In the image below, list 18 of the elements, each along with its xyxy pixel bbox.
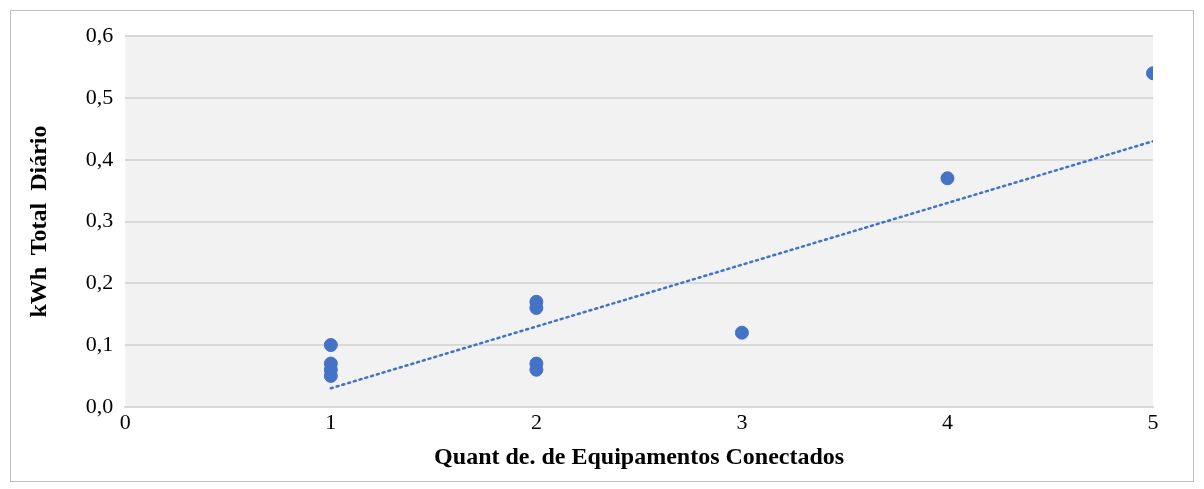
x-tick-label: 1 bbox=[325, 408, 337, 434]
y-tick-label: 0,6 bbox=[85, 21, 114, 47]
y-tick-label: 0,2 bbox=[85, 269, 114, 295]
y-axis-title: kWh Total Diário bbox=[24, 125, 51, 318]
x-tick-label: 4 bbox=[941, 408, 953, 434]
y-tick-label: 0,3 bbox=[85, 207, 114, 233]
y-tick-label: 0,1 bbox=[85, 330, 114, 356]
x-tick-label: 2 bbox=[530, 408, 542, 434]
x-axis-title: Quant de. de Equipamentos Conectados bbox=[434, 442, 845, 469]
x-tick-label: 0 bbox=[119, 408, 131, 434]
y-tick-label: 0,5 bbox=[85, 83, 114, 109]
point bbox=[940, 171, 955, 186]
y-tick-label: 0,4 bbox=[85, 145, 114, 171]
y-tick-label: 0,0 bbox=[85, 392, 114, 418]
x-tick-label: 5 bbox=[1147, 408, 1159, 434]
point bbox=[734, 325, 749, 340]
x-tick-label: 3 bbox=[736, 408, 748, 434]
point bbox=[323, 338, 338, 353]
